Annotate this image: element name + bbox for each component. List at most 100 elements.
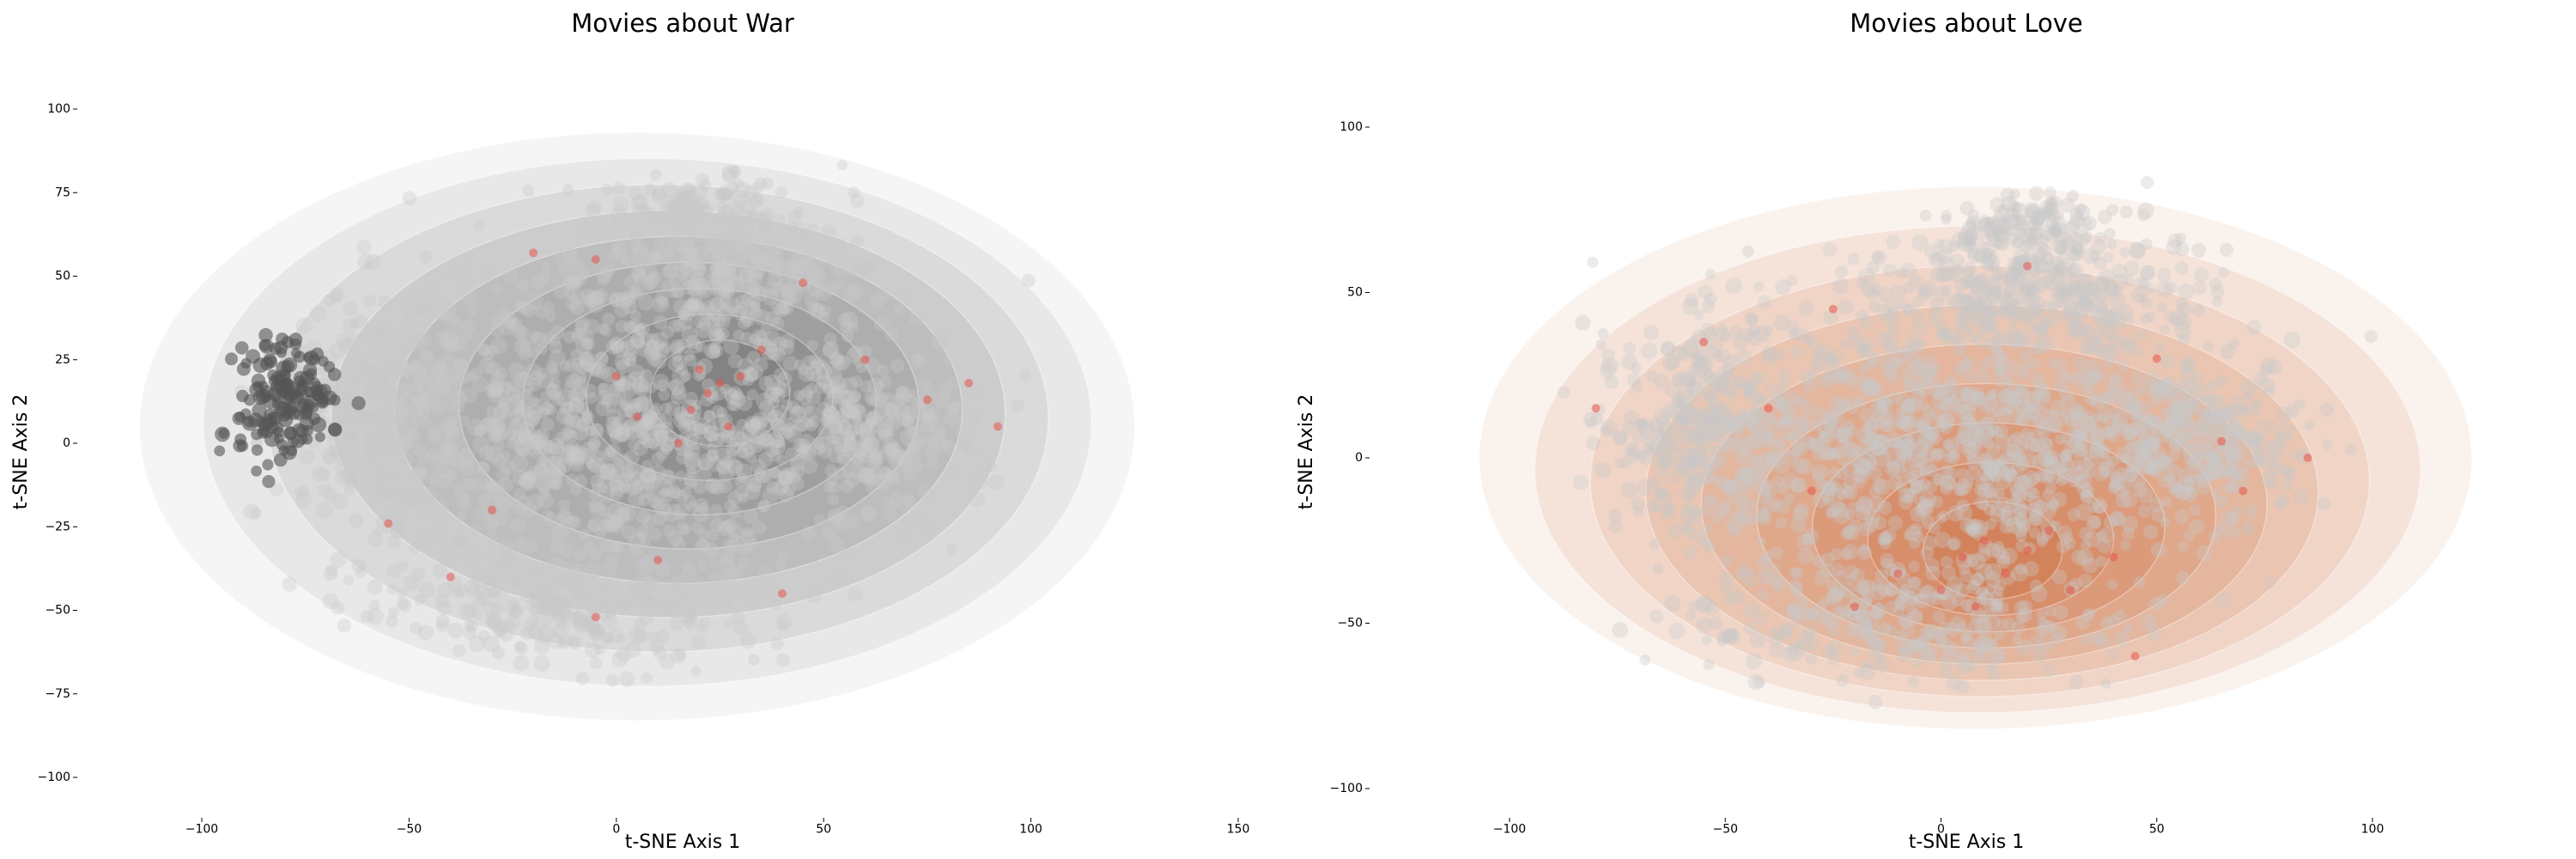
war-background-point	[693, 423, 709, 440]
war-background-point	[647, 577, 659, 590]
war-background-point	[758, 223, 772, 236]
war-background-point	[349, 375, 361, 387]
love-background-point	[2168, 399, 2185, 416]
war-highlighted-point	[799, 278, 808, 288]
war-background-point	[568, 397, 585, 413]
war-background-point	[702, 300, 715, 314]
war-background-point	[678, 431, 690, 443]
war-background-point	[487, 379, 502, 394]
war-background-point	[519, 338, 532, 350]
war-background-point	[859, 425, 876, 442]
war-background-point	[505, 386, 521, 402]
war-background-point	[889, 449, 906, 466]
war-background-point	[945, 402, 958, 416]
war-background-point	[848, 344, 863, 360]
war-background-point	[720, 455, 733, 468]
war-background-point	[369, 370, 384, 385]
love-background-point	[1840, 548, 1853, 561]
war-background-point	[376, 437, 391, 452]
war-background-point	[828, 494, 840, 506]
war-background-point	[298, 448, 315, 465]
war-background-point	[727, 460, 742, 474]
war-background-point	[744, 538, 758, 551]
war-background-point	[616, 359, 630, 374]
war-background-point	[494, 401, 511, 417]
war-background-point	[411, 396, 426, 411]
war-background-point	[575, 400, 590, 415]
love-background-point	[2180, 366, 2197, 382]
war-background-point	[870, 466, 881, 477]
war-background-point	[548, 595, 562, 610]
war-background-point	[929, 436, 946, 454]
war-background-point	[798, 263, 811, 276]
war-background-point	[907, 388, 918, 399]
war-background-point	[438, 460, 449, 471]
war-background-point	[632, 480, 644, 492]
love-background-point	[1857, 337, 1874, 354]
war-background-point	[661, 279, 676, 294]
war-background-point	[608, 516, 626, 534]
war-background-point	[568, 448, 586, 465]
love-background-point	[1961, 356, 1975, 370]
war-background-point	[676, 450, 690, 465]
war-background-point	[762, 177, 774, 190]
war-background-point	[671, 198, 689, 216]
war-background-point	[389, 516, 405, 533]
war-background-point	[488, 479, 499, 490]
love-background-point	[1747, 673, 1764, 691]
war-background-point	[564, 429, 578, 443]
war-background-point	[678, 309, 690, 321]
war-background-point	[841, 464, 856, 478]
war-background-point	[628, 490, 645, 508]
war-background-point	[668, 379, 685, 396]
war-background-point	[538, 624, 556, 642]
love-background-point	[2143, 524, 2159, 539]
war-background-point	[806, 382, 817, 394]
war-background-point	[629, 333, 645, 350]
love-background-point	[2215, 394, 2226, 405]
war-background-point	[598, 382, 613, 399]
war-background-point	[540, 391, 552, 403]
war-highlighted-point	[922, 395, 932, 405]
war-background-point	[453, 643, 466, 657]
war-background-point	[661, 470, 677, 486]
love-background-point	[1856, 309, 1868, 322]
war-background-point	[654, 560, 671, 577]
war-background-point	[386, 584, 398, 595]
war-background-point	[546, 382, 558, 395]
war-density-level	[394, 235, 963, 584]
war-background-point	[366, 446, 378, 458]
war-background-point	[656, 448, 669, 460]
war-background-point	[478, 444, 495, 461]
war-background-point	[805, 419, 817, 432]
love-background-point	[1942, 439, 1953, 450]
war-background-point	[538, 492, 554, 509]
war-background-point	[695, 173, 709, 187]
love-background-point	[1874, 435, 1892, 452]
love-background-point	[1873, 601, 1886, 615]
war-background-point	[611, 540, 624, 554]
war-background-point	[685, 433, 702, 451]
war-background-point	[673, 219, 688, 233]
war-background-point	[571, 259, 586, 273]
war-background-point	[483, 568, 494, 580]
war-background-point	[655, 220, 671, 236]
war-background-point	[879, 375, 893, 388]
war-background-point	[591, 624, 605, 638]
war-background-point	[594, 450, 605, 461]
war-highlighted-point	[529, 248, 538, 258]
war-background-point	[334, 469, 352, 486]
war-background-point	[696, 623, 708, 634]
love-background-point	[1741, 245, 1754, 258]
war-background-point	[905, 426, 919, 440]
war-background-point	[538, 631, 551, 645]
war-background-point	[380, 397, 393, 410]
war-background-points	[214, 160, 1036, 687]
war-background-point	[865, 411, 878, 426]
love-background-point	[2011, 620, 2026, 635]
war-background-point	[744, 484, 761, 500]
war-background-point	[453, 535, 468, 550]
war-background-point	[757, 253, 772, 268]
love-background-point	[2275, 494, 2291, 509]
war-background-point	[398, 482, 413, 496]
